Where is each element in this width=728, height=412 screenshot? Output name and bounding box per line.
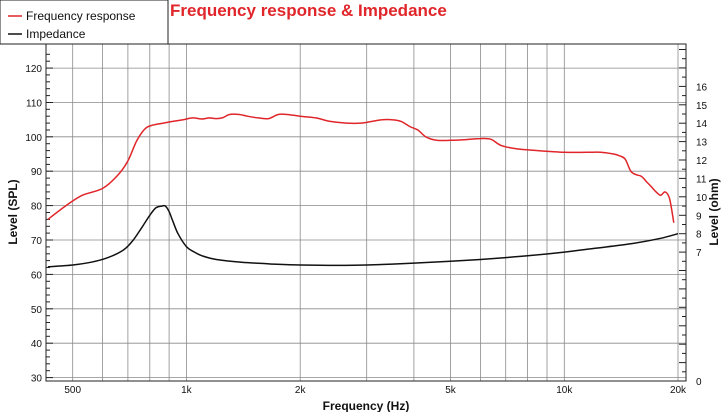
x-tick-label: 1k [181, 385, 193, 396]
series-impedance-line [47, 204, 679, 268]
y-right-tick-label: 9 [696, 211, 702, 222]
x-tick-label: 20k [670, 385, 687, 396]
y-left-tick-label: 70 [31, 236, 43, 247]
y-left-tick-label: 60 [31, 270, 43, 281]
y-right-tick-label: 7 [696, 248, 702, 259]
x-tick-label: 10k [556, 385, 573, 396]
grid [46, 44, 686, 381]
x-axis: 500 1k 2k 5k 10k 20k [64, 385, 687, 396]
y-right-tick-label: 10 [696, 193, 708, 204]
chart-title: Frequency response & Impedance [170, 1, 447, 20]
y-axis-left: 30 40 50 60 70 80 90 100 110 120 [25, 53, 53, 385]
y-right-tick-label: 16 [696, 82, 708, 93]
y-left-tick-label: 30 [31, 374, 43, 385]
y-left-tick-label: 90 [31, 167, 43, 178]
x-tick-label: 5k [445, 385, 457, 396]
y-axis-right-title: Level (ohm) [707, 178, 721, 245]
legend-label-impedance: Impedance [26, 27, 86, 41]
y-left-tick-label: 120 [25, 64, 42, 75]
x-tick-label: 2k [295, 385, 307, 396]
x-tick-label: 500 [64, 385, 81, 396]
series-frequency-response-line [47, 113, 675, 223]
plot-frame [45, 43, 687, 382]
y-right-tick-label: 11 [696, 174, 707, 185]
y-left-tick-label: 50 [31, 305, 43, 316]
y-left-tick-label: 100 [25, 133, 42, 144]
legend-box [0, 0, 169, 45]
y-right-tick-label: 12 [696, 156, 708, 167]
legend-label-frequency-response: Frequency response [26, 9, 136, 23]
y-left-tick-label: 110 [26, 99, 42, 110]
x-axis-title: Frequency (Hz) [323, 399, 410, 412]
y-right-tick-label: 13 [696, 138, 708, 149]
legend: Frequency response Impedance [0, 0, 169, 45]
y-right-tick-label: 15 [696, 101, 708, 112]
y-axis-right: 0 7 8 9 10 11 12 13 14 15 16 [679, 49, 708, 388]
y-axis-left-title: Level (SPL) [6, 179, 20, 244]
y-right-tick-label: 0 [696, 377, 702, 388]
y-left-tick-label: 40 [31, 339, 43, 350]
y-right-tick-label: 8 [696, 230, 702, 241]
y-right-tick-label: 14 [696, 119, 708, 130]
y-left-tick-label: 80 [31, 202, 43, 213]
